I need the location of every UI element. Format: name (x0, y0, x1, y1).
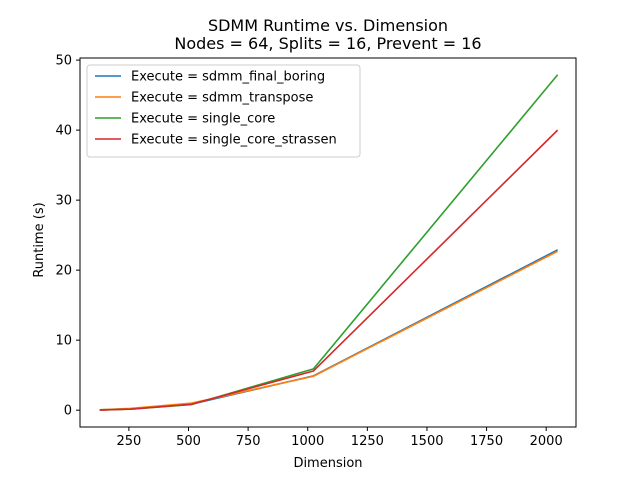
x-tick-label: 750 (236, 434, 261, 449)
x-tick-label: 250 (116, 434, 141, 449)
y-tick-label: 10 (55, 334, 72, 349)
x-tick-label: 1750 (470, 434, 503, 449)
legend-label-1: Execute = sdmm_final_boring (131, 70, 325, 85)
legend: Execute = sdmm_final_boring Execute = sdm… (86, 64, 361, 158)
legend-label-4: Execute = single_core_strassen (131, 133, 337, 148)
plot-lines (99, 74, 559, 411)
x-tick-label: 2000 (530, 434, 563, 449)
x-tick-label: 500 (176, 434, 201, 449)
series-line-4 (99, 129, 559, 411)
y-tick-label: 30 (55, 194, 72, 209)
y-tick-label: 50 (55, 54, 72, 69)
y-axis-label: Runtime (s) (32, 202, 47, 277)
y-axis-ticks: 0 10 20 30 40 50 (55, 54, 80, 419)
x-tick-label: 1000 (291, 434, 324, 449)
x-tick-label: 1250 (351, 434, 384, 449)
x-tick-label: 1500 (410, 434, 443, 449)
y-tick-label: 40 (55, 124, 72, 139)
plot-frame (79, 57, 577, 428)
x-axis-label: Dimension (293, 456, 362, 471)
legend-label-2: Execute = sdmm_transpose (131, 91, 313, 106)
legend-label-3: Execute = single_core (131, 112, 275, 127)
x-axis-ticks: 250 500 750 1000 1250 1500 1750 2000 (116, 427, 563, 449)
chart-subtitle: Nodes = 64, Splits = 16, Prevent = 16 (174, 34, 481, 53)
legend-box (86, 64, 361, 158)
chart-title: SDMM Runtime vs. Dimension (208, 16, 448, 35)
y-tick-label: 0 (64, 404, 72, 419)
y-tick-label: 20 (55, 264, 72, 279)
